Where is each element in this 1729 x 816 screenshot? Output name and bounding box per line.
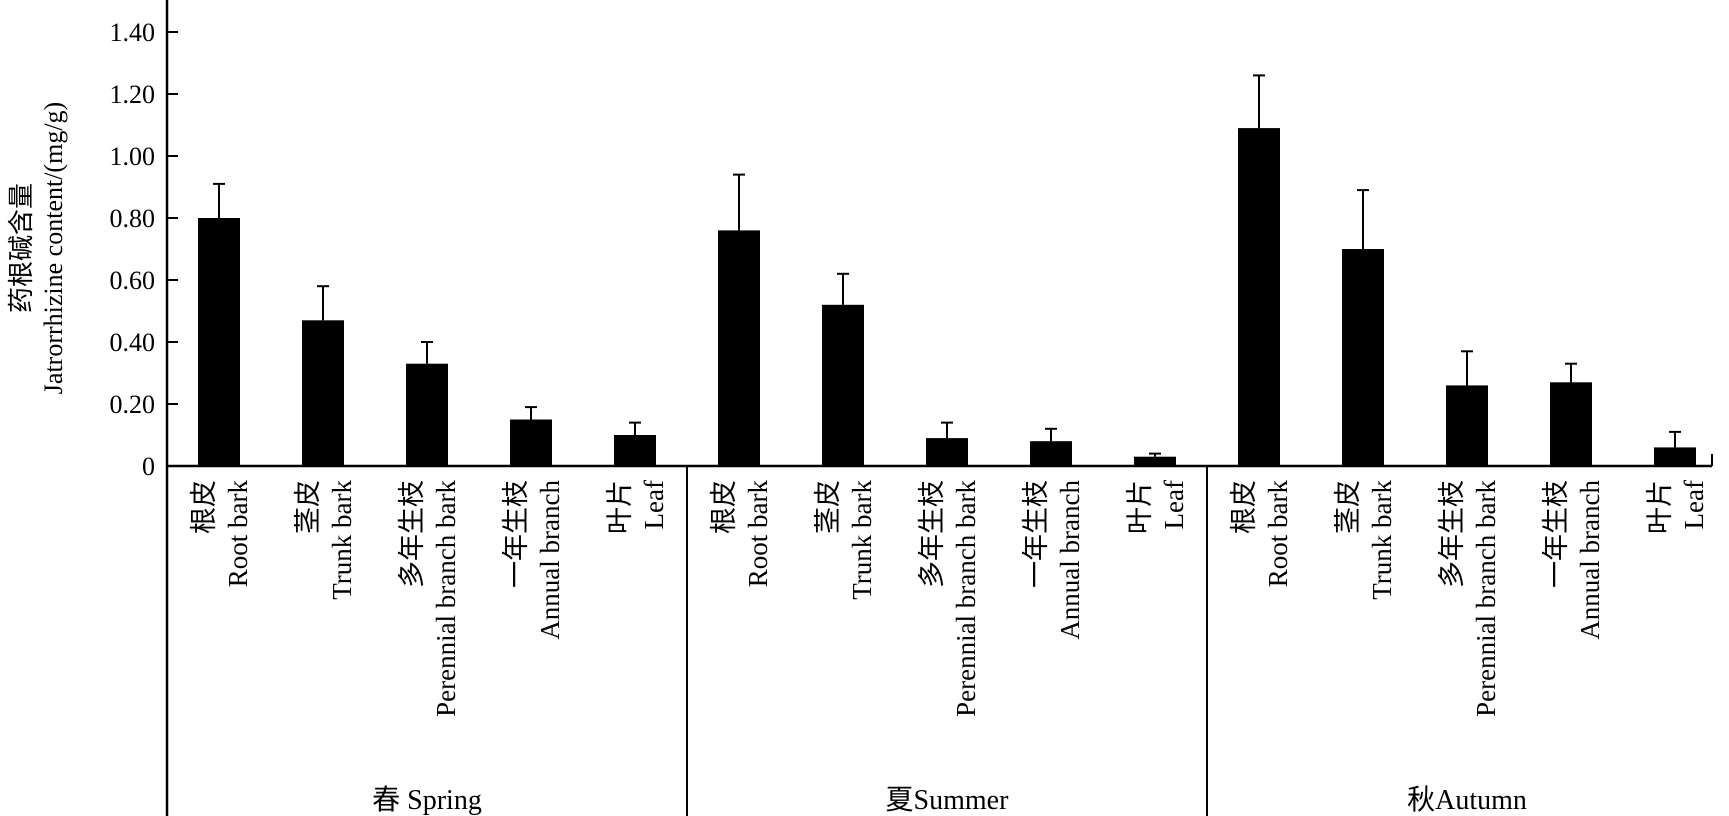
y-tick-label: 1.40 xyxy=(110,18,156,47)
bar xyxy=(1654,447,1696,466)
category-label: 多年生枝 Perennial branch bark xyxy=(1437,480,1501,717)
category-label-cn: 茎皮 xyxy=(1333,480,1363,534)
category-label-en: Perennial branch bark xyxy=(951,480,981,717)
category-label: 一年生枝 Annual branch xyxy=(1541,480,1605,640)
bar xyxy=(406,363,448,466)
category-label: 一年生枝 Annual branch xyxy=(1021,480,1085,640)
category-label-cn: 根皮 xyxy=(1229,480,1259,534)
bar xyxy=(510,419,552,466)
category-label-en: Root bark xyxy=(1263,480,1293,588)
category-label: 叶片 Leaf xyxy=(1125,480,1189,534)
bar xyxy=(1446,385,1488,466)
category-label-cn: 叶片 xyxy=(1125,480,1155,534)
error-bars xyxy=(213,74,1681,457)
bar xyxy=(1134,456,1176,466)
category-label-cn: 根皮 xyxy=(189,480,219,534)
bar xyxy=(614,435,656,466)
category-label: 茎皮 Trunk bark xyxy=(813,480,877,600)
category-label-cn: 多年生枝 xyxy=(917,480,947,588)
y-tick-label: 1.00 xyxy=(110,142,156,171)
category-label-en: Trunk bark xyxy=(847,480,877,600)
bar xyxy=(1342,249,1384,466)
category-label-en: Root bark xyxy=(223,480,253,588)
bars xyxy=(198,128,1696,466)
bar xyxy=(1030,441,1072,466)
category-label-cn: 茎皮 xyxy=(813,480,843,534)
category-label-cn: 根皮 xyxy=(709,480,739,534)
bar xyxy=(1550,382,1592,466)
category-label: 叶片 Leaf xyxy=(1645,480,1709,534)
category-label-cn: 多年生枝 xyxy=(397,480,427,588)
category-label-en: Annual branch xyxy=(1055,480,1085,640)
category-label-cn: 一年生枝 xyxy=(501,480,531,588)
category-label-cn: 叶片 xyxy=(605,480,635,534)
category-label-en: Trunk bark xyxy=(1367,480,1397,600)
category-label: 茎皮 Trunk bark xyxy=(1333,480,1397,600)
category-label-en: Trunk bark xyxy=(327,480,357,600)
y-tick-label: 0.40 xyxy=(110,328,156,357)
category-label-en: Leaf xyxy=(1159,480,1189,529)
season-label: 夏Summer xyxy=(886,785,1010,816)
bar xyxy=(718,230,760,466)
bar xyxy=(926,438,968,466)
y-tick-label: 0 xyxy=(142,452,155,481)
y-tick-label: 1.20 xyxy=(110,80,156,109)
category-label-en: Annual branch xyxy=(535,480,565,640)
category-label-cn: 多年生枝 xyxy=(1437,480,1467,588)
category-label: 叶片 Leaf xyxy=(605,480,669,534)
bar xyxy=(1238,128,1280,466)
season-label: 春 Spring xyxy=(372,784,482,816)
category-label-cn: 叶片 xyxy=(1645,480,1675,534)
y-tick-label: 0.60 xyxy=(110,266,156,295)
bar xyxy=(822,304,864,466)
category-label-en: Annual branch xyxy=(1575,480,1605,640)
season-labels: 春 Spring 夏Summer 秋Autumn xyxy=(372,784,1527,816)
category-label-en: Root bark xyxy=(743,480,773,588)
bar xyxy=(302,320,344,466)
category-label: 根皮 Root bark xyxy=(1229,480,1293,588)
y-axis-title-cn: 药根碱含量 xyxy=(7,183,36,313)
category-labels: 根皮 Root bark 茎皮 Trunk bark 多年生枝 Perennial bra… xyxy=(189,480,1709,717)
category-label-en: Leaf xyxy=(1679,480,1709,529)
y-tick-label: 0.20 xyxy=(110,390,156,419)
category-label-cn: 茎皮 xyxy=(293,480,323,534)
category-label-en: Perennial branch bark xyxy=(431,480,461,717)
y-tick-label: 0.80 xyxy=(110,204,156,233)
category-label-cn: 一年生枝 xyxy=(1541,480,1571,588)
bar xyxy=(198,218,240,466)
category-label: 多年生枝 Perennial branch bark xyxy=(917,480,981,717)
category-label-cn: 一年生枝 xyxy=(1021,480,1051,588)
season-label: 秋Autumn xyxy=(1407,784,1527,816)
y-axis-title-en: Jatrorrhizine content/(mg/g) xyxy=(39,102,68,394)
y-axis-title: 药根碱含量 Jatrorrhizine content/(mg/g) xyxy=(7,102,68,394)
category-label: 根皮 Root bark xyxy=(709,480,773,588)
y-axis-ticks: 0 0.20 0.40 0.60 0.80 1.00 1.20 1.40 xyxy=(110,18,178,481)
category-label-en: Perennial branch bark xyxy=(1471,480,1501,717)
category-label: 根皮 Root bark xyxy=(189,480,253,588)
category-label: 多年生枝 Perennial branch bark xyxy=(397,480,461,717)
category-label: 一年生枝 Annual branch xyxy=(501,480,565,640)
category-label-en: Leaf xyxy=(639,480,669,529)
category-label: 茎皮 Trunk bark xyxy=(293,480,357,600)
